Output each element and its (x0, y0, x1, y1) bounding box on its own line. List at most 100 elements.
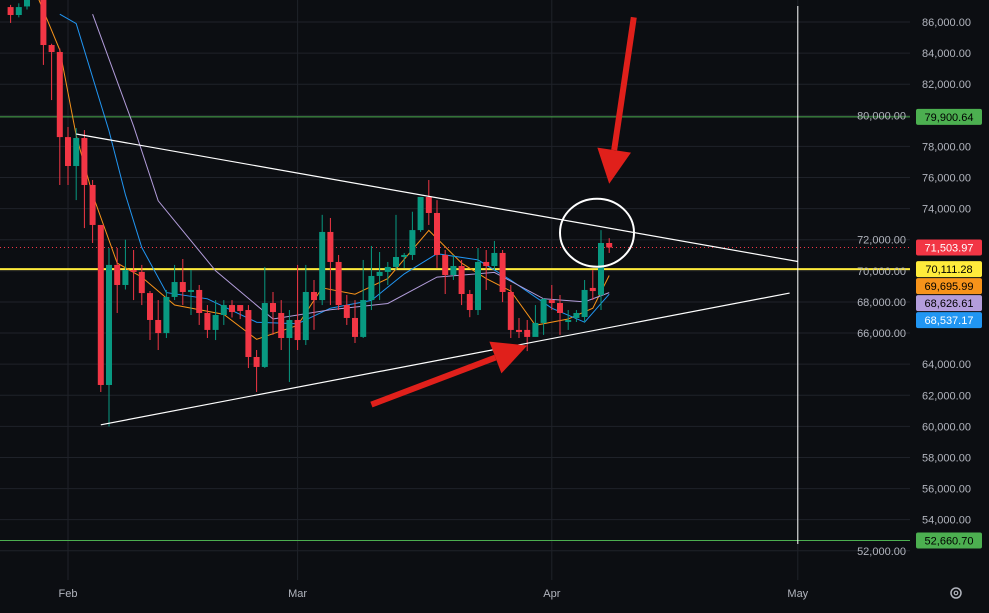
candle-body (40, 0, 47, 46)
candle (114, 247, 121, 313)
candle (40, 0, 47, 65)
candle (335, 254, 342, 311)
candle (15, 3, 22, 18)
candle-body (401, 254, 408, 257)
price-tick-label: 62,000.00 (922, 390, 971, 402)
candle-body (114, 264, 121, 285)
candle (409, 211, 416, 260)
price-axis[interactable]: 52,000.00 54,000.00 56,000.00 58,000.00 60,0… (857, 17, 971, 558)
candle-body (360, 300, 367, 337)
candle (548, 284, 555, 311)
price-tick-label: 58,000.00 (922, 452, 971, 464)
candle-body (376, 271, 383, 276)
candles (7, 0, 613, 427)
price-tick-label: 76,000.00 (922, 173, 971, 185)
candle-body (7, 7, 14, 16)
candle-body (507, 291, 514, 330)
candle (179, 259, 186, 306)
candle-body (557, 303, 563, 313)
candle (401, 252, 408, 269)
price-tick-label: 64,000.00 (922, 359, 971, 371)
candle-body (565, 319, 572, 322)
highlight-ellipse (559, 197, 635, 268)
candle (442, 249, 449, 295)
trendline (76, 133, 798, 263)
price-tick-label: 54,000.00 (922, 515, 971, 527)
candle-body (335, 261, 342, 306)
price-line-label-bg (916, 261, 982, 278)
arrow-annotation (370, 341, 528, 408)
candle-body (204, 312, 211, 330)
candle (393, 214, 399, 271)
candle (343, 294, 350, 325)
price-tags: 79,900.64 71,503.97 70,111.28 69,695.99 68,6… (916, 108, 982, 549)
drawings (76, 6, 799, 544)
candle (565, 310, 572, 330)
candle (425, 180, 432, 225)
candle (507, 284, 514, 339)
candle-body (524, 329, 531, 337)
candle (56, 48, 63, 185)
candle (450, 254, 457, 281)
candle-body (589, 287, 596, 292)
candle-body (516, 329, 522, 332)
candle-body (458, 266, 465, 295)
arrow-shaft (611, 16, 637, 151)
candle (434, 200, 440, 269)
candle (261, 266, 268, 369)
candle-body (229, 305, 235, 313)
candle (106, 247, 112, 427)
candle-body (89, 184, 96, 225)
candle-body (450, 266, 457, 276)
price-tick-label: 68,000.00 (857, 297, 906, 309)
last-price-label: 71,503.97 (925, 242, 974, 254)
candle (65, 126, 71, 185)
candle (24, 0, 30, 10)
candle (204, 305, 211, 339)
candle (89, 180, 96, 243)
candle (376, 252, 383, 301)
candle-body (491, 252, 498, 267)
gear-icon (950, 587, 962, 599)
candle-body (425, 196, 432, 213)
price-tick-label: 66,000.00 (857, 328, 906, 340)
price-tick-label: 60,000.00 (922, 421, 971, 433)
time-tick-label: Feb (59, 588, 78, 600)
candle-body (56, 52, 63, 138)
candle (573, 310, 580, 322)
time-axis[interactable]: Feb Mar Apr May (59, 588, 809, 600)
candle (237, 305, 244, 320)
candle-body (245, 310, 252, 357)
candle-body (319, 231, 326, 301)
candle-body (499, 252, 506, 292)
candle (196, 284, 203, 325)
moving-average-label: 68,626.61 (925, 298, 974, 310)
candle-body (81, 138, 88, 185)
candle-body (73, 138, 80, 167)
candle-body (253, 356, 260, 367)
candle (229, 300, 235, 318)
price-tick-label: 82,000.00 (922, 79, 971, 91)
candle-body (237, 305, 244, 311)
moving-average-line (92, 14, 610, 320)
settings-button[interactable] (950, 587, 962, 599)
candle (458, 259, 465, 306)
candle-body (270, 303, 276, 313)
candle (368, 245, 375, 311)
candle-body (261, 303, 268, 367)
candle (384, 261, 391, 285)
candle-body (532, 322, 539, 337)
price-line-label-bg (916, 532, 982, 549)
candle (155, 300, 162, 350)
candle (311, 280, 317, 330)
candle (516, 317, 522, 339)
candle (147, 291, 153, 341)
time-tick-label: May (787, 588, 808, 600)
candle (171, 264, 178, 301)
candle-body (147, 293, 153, 320)
candle (97, 224, 104, 392)
candle-body (352, 317, 358, 337)
moving-average-label-bg (916, 295, 982, 312)
candle (81, 130, 88, 229)
